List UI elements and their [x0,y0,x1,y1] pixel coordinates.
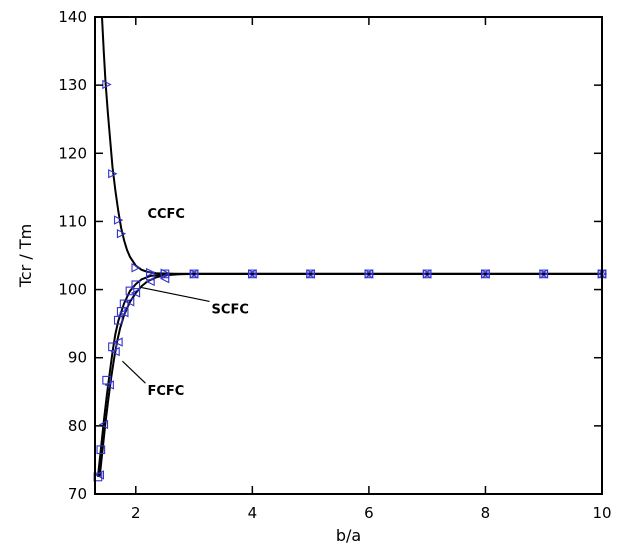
series-scfc-point [131,280,141,290]
series-scfc-point [113,315,123,325]
series-fcfc-point [110,346,120,357]
annotations-layer: CCFC SCFC FCFC [121,207,249,399]
annotation-label: FCFC [147,384,184,399]
series-scfc-point [160,269,170,279]
series-ccfc-point [113,215,124,225]
x-axis-label: b/a [336,526,361,545]
markers-layer [93,79,608,482]
x-tick-label: 4 [248,504,258,522]
series-fcfc-point [124,297,135,307]
series-fcfc-point [94,470,105,480]
plot-frame [94,16,603,495]
y-tick-label: 80 [68,417,87,435]
series-fcfc-point [422,269,432,279]
annotation-label: CCFC [147,207,185,222]
y-tick-label: 100 [58,281,87,299]
series-fcfc-point [98,419,109,430]
series-scfc-line [96,272,602,478]
series-fcfc-point [104,380,114,390]
x-tick-label: 10 [592,504,611,522]
series-fcfc-point [305,269,315,279]
series-scfc-point [96,445,106,455]
series-ccfc-line [100,16,602,275]
series-fcfc-line [98,272,602,478]
x-tick-label: 2 [131,504,141,522]
ticks-layer: 2 4 6 8 10 70 80 90 100 110 120 130 140 [58,8,611,522]
y-tick-label: 120 [58,144,87,162]
annotation-leader-line [141,286,210,303]
curves-layer [96,16,602,478]
annotation-label: SCFC [212,302,249,317]
annotation-leader-line [121,360,146,384]
series-fcfc-point [145,276,155,287]
series-scfc-point [119,299,129,309]
y-tick-label: 90 [68,349,87,367]
series-fcfc-point [113,337,123,347]
series-fcfc-point [119,308,129,318]
series-ccfc-point [108,169,118,179]
series-fcfc-point [189,269,199,279]
x-tick-label: 6 [364,504,374,522]
y-tick-label: 110 [58,212,87,230]
y-axis-label: Tcr / Tm [16,224,35,288]
y-tick-label: 70 [68,485,87,503]
series-scfc-point [125,286,135,296]
series-ccfc-point [131,263,141,273]
series-ccfc-point [116,229,127,239]
series-fcfc-point [538,269,549,279]
series-fcfc-point [363,269,374,279]
y-tick-label: 140 [58,8,87,26]
series-fcfc-point [480,269,490,279]
series-fcfc-point [130,288,141,298]
y-tick-label: 130 [58,76,87,94]
series-fcfc-point [247,269,257,279]
x-tick-label: 8 [481,504,491,522]
series-fcfc-point [159,273,170,284]
